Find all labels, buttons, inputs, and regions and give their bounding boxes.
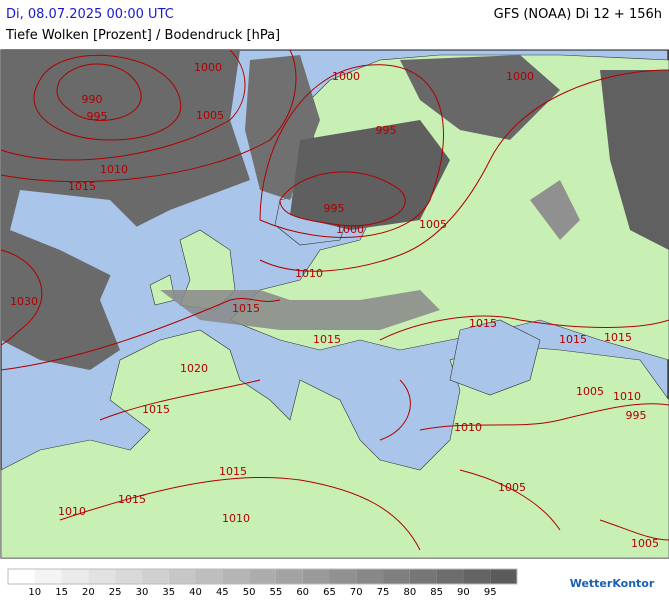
legend-swatch [302, 569, 330, 584]
legend-label: 95 [484, 587, 497, 598]
isobar-label: 1010 [454, 421, 482, 434]
isobar-label: 1010 [295, 267, 323, 280]
header-subtitle: Tiefe Wolken [Prozent] / Bodendruck [hPa… [5, 28, 280, 43]
header-model: GFS (NOAA) Di 12 + 156h [494, 7, 662, 22]
legend-swatch [88, 569, 116, 584]
legend-swatch [490, 569, 517, 584]
isobar-label: 990 [82, 93, 103, 106]
isobar-label: 1005 [419, 218, 447, 231]
isobar-label: 1000 [194, 61, 222, 74]
isobar-label: 995 [324, 202, 345, 215]
isobar-label: 1010 [100, 163, 128, 176]
legend-label: 25 [109, 587, 122, 598]
legend-swatch [463, 569, 491, 584]
legend-swatch [275, 569, 303, 584]
isobar-label: 1015 [559, 333, 587, 346]
logo: WetterKontor [570, 577, 655, 590]
isobar-label: 1005 [498, 481, 526, 494]
isobar-label: 1015 [142, 403, 170, 416]
isobar-label: 1015 [219, 465, 247, 478]
legend-swatch [61, 569, 89, 584]
legend-swatch [249, 569, 276, 584]
header-date: Di, 08.07.2025 00:00 UTC [6, 7, 174, 22]
isobar-label: 1000 [336, 223, 364, 236]
legend-swatch [383, 569, 410, 584]
legend-swatch [115, 569, 142, 584]
isobar-label: 1005 [196, 109, 224, 122]
legend-label: 30 [136, 587, 149, 598]
legend-label: 90 [457, 587, 470, 598]
isobar-label: 1010 [613, 390, 641, 403]
legend-label: 35 [162, 587, 175, 598]
legend-label: 45 [216, 587, 229, 598]
legend-swatch [222, 569, 250, 584]
isobar-label: 995 [87, 110, 108, 123]
legend-label: 50 [243, 587, 256, 598]
map: 1000 990 995 1005 1000 1000 995 1010 1015 995 1000… [0, 49, 669, 559]
isobar-label: 995 [376, 124, 397, 137]
legend-swatch [168, 569, 196, 584]
legend-label: 80 [403, 587, 416, 598]
legend-frame [7, 568, 518, 585]
legend: 10 15 20 25 30 35 40 45 50 55 60 65 70 75 80 85 90 95 [7, 568, 518, 598]
legend-label: 55 [270, 587, 283, 598]
isobar-label: 1015 [118, 493, 146, 506]
legend-label: 20 [82, 587, 95, 598]
legend-swatch [141, 569, 169, 584]
legend-label: 40 [189, 587, 202, 598]
isobar-label: 1015 [604, 331, 632, 344]
legend-swatch [436, 569, 464, 584]
legend-label: 70 [350, 587, 363, 598]
legend-label: 85 [430, 587, 443, 598]
isobar-label: 1005 [576, 385, 604, 398]
isobar-label: 1005 [631, 537, 659, 550]
isobar-label: 1015 [313, 333, 341, 346]
legend-swatch [8, 569, 35, 584]
legend-label: 15 [55, 587, 68, 598]
isobar-label: 1015 [469, 317, 497, 330]
isobar-label: 1015 [68, 180, 96, 193]
legend-label: 10 [28, 587, 41, 598]
isobar-label: 1010 [222, 512, 250, 525]
legend-swatch [34, 569, 62, 584]
legend-label: 65 [323, 587, 336, 598]
legend-swatch [409, 569, 437, 584]
legend-label: 60 [296, 587, 309, 598]
isobar-label: 1000 [332, 70, 360, 83]
legend-swatch [356, 569, 384, 584]
legend-swatch [329, 569, 357, 584]
isobar-label: 995 [626, 409, 647, 422]
isobar-label: 1000 [506, 70, 534, 83]
isobar-label: 1030 [10, 295, 38, 308]
legend-label: 75 [377, 587, 390, 598]
isobar-label: 1010 [58, 505, 86, 518]
legend-swatch [195, 569, 223, 584]
isobars [0, 49, 669, 551]
isobar-label: 1015 [232, 302, 260, 315]
isobar-label: 1020 [180, 362, 208, 375]
